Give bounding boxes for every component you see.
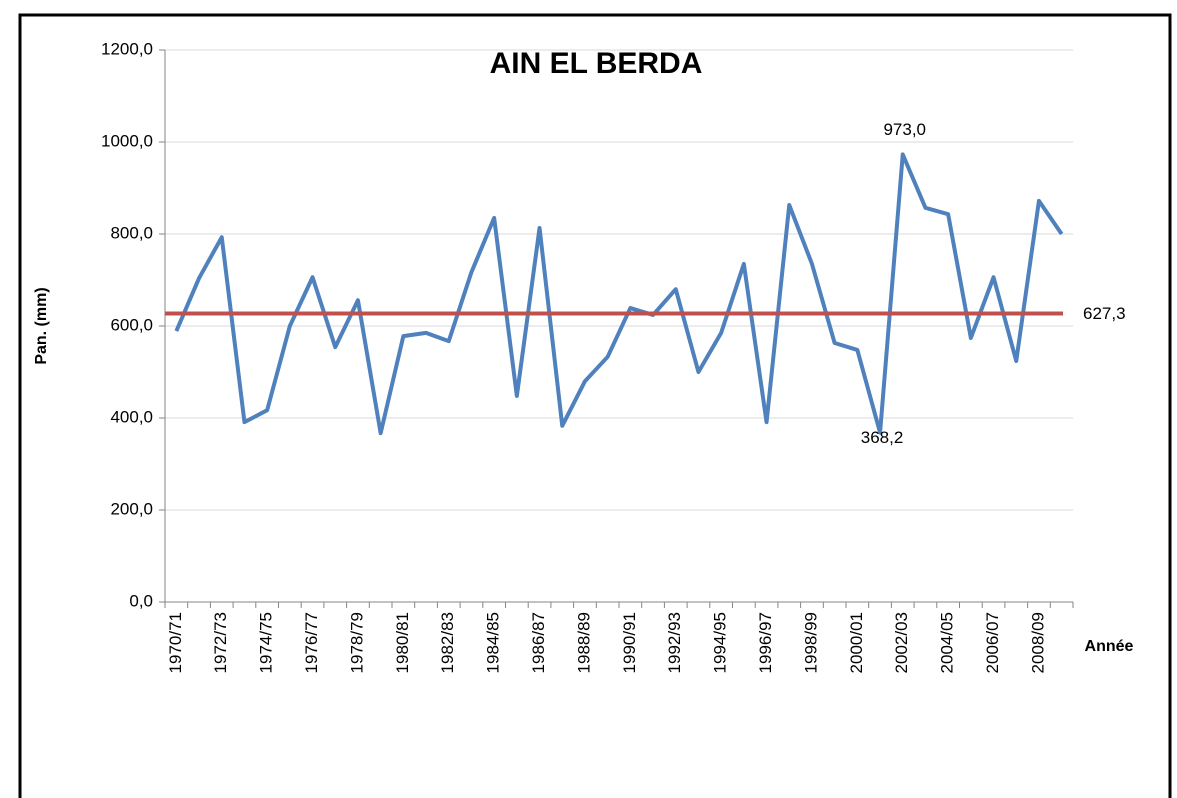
x-tick-label: 2008/09 [1028, 612, 1047, 673]
y-tick-label: 0,0 [129, 591, 153, 610]
y-tick-label: 1000,0 [101, 131, 153, 150]
x-tick-label: 1998/99 [801, 612, 820, 673]
x-tick-label: 1996/97 [756, 612, 775, 673]
x-tick-label: 1982/83 [438, 612, 457, 673]
x-tick-label: 1992/93 [665, 612, 684, 673]
x-tick-label: 1970/71 [166, 612, 185, 673]
x-tick-label: 2004/05 [938, 612, 957, 673]
x-tick-label: 1976/77 [302, 612, 321, 673]
mean-label: 627,3 [1083, 304, 1126, 323]
x-tick-label: 2000/01 [847, 612, 866, 673]
y-tick-label: 1200,0 [101, 39, 153, 58]
x-tick-label: 1972/73 [211, 612, 230, 673]
data-label: 368,2 [861, 428, 904, 447]
y-tick-label: 800,0 [110, 223, 153, 242]
x-tick-label: 1988/89 [574, 612, 593, 673]
x-tick-label: 2006/07 [983, 612, 1002, 673]
y-tick-label: 400,0 [110, 407, 153, 426]
chart-frame [18, 13, 1172, 798]
x-tick-label: 1978/79 [347, 612, 366, 673]
data-label: 973,0 [883, 120, 926, 139]
y-tick-label: 200,0 [110, 499, 153, 518]
x-tick-label: 2002/03 [892, 612, 911, 673]
x-tick-label: 1990/91 [620, 612, 639, 673]
y-axis-label: Pan. (mm) [33, 287, 50, 364]
x-tick-label: 1994/95 [711, 612, 730, 673]
x-tick-label: 1980/81 [393, 612, 412, 673]
x-tick-label: 1974/75 [257, 612, 276, 673]
x-tick-label: 1986/87 [529, 612, 548, 673]
chart-title: AIN EL BERDA [490, 47, 703, 80]
x-axis-label: Année [1085, 638, 1134, 655]
x-tick-label: 1984/85 [484, 612, 503, 673]
y-tick-label: 600,0 [110, 315, 153, 334]
